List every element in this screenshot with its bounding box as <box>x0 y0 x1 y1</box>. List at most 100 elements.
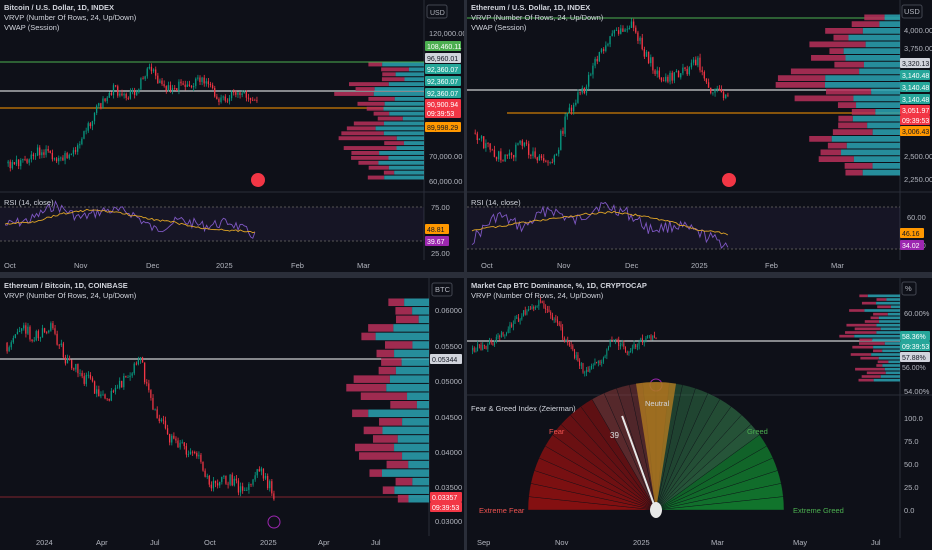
eth-vol-down-bar <box>838 115 853 122</box>
btc-candle <box>114 85 117 87</box>
btc-candle <box>207 81 210 85</box>
ethbtc-candle <box>75 363 77 370</box>
ethbtc-candle <box>31 339 33 341</box>
ethbtc-vol-up-bar <box>394 443 429 452</box>
dominance-candle <box>546 309 548 311</box>
dominance-candle <box>534 307 536 309</box>
eth-chart-canvas[interactable]: USD 4,000.00 3,750.00 2,500.00 2,250.00 3,320… <box>467 0 932 272</box>
eth-vol-down-bar <box>837 102 857 108</box>
ethbtc-candle <box>110 390 112 401</box>
ethbtc-vol-up-bar <box>389 375 429 383</box>
dominance-vol-down-bar <box>859 338 873 342</box>
btc-vol-down-bar <box>368 165 389 170</box>
ethbtc-candle <box>168 434 171 443</box>
ethbtc-x-tick: 2024 <box>36 538 53 547</box>
btc-candle <box>85 130 87 132</box>
ethbtc-candle <box>200 454 202 462</box>
btc-vol-down-bar <box>377 116 403 121</box>
eth-price-label: 3,140.48 <box>902 85 929 92</box>
btc-candle <box>93 112 96 122</box>
ethbtc-candle <box>10 342 12 348</box>
eth-candle <box>587 74 590 87</box>
eth-price-tick: 2,250.00 <box>904 175 932 184</box>
dominance-vol-down-bar <box>849 309 865 312</box>
eth-candle <box>662 80 665 82</box>
dominance-candle <box>489 340 490 345</box>
btc-vol-up-bar <box>388 82 424 87</box>
btc-chart-panel[interactable]: USD 120,000.00 70,000.00 60,000.00 108,460.1… <box>0 0 464 272</box>
ethbtc-candle <box>35 331 37 341</box>
dominance-candle <box>477 344 478 352</box>
dominance-candle <box>621 343 623 346</box>
ethbtc-candle <box>81 373 83 377</box>
eth-candle <box>570 107 573 112</box>
btc-candle <box>136 92 138 95</box>
ethbtc-candle <box>241 486 244 491</box>
dominance-chart-canvas[interactable]: % 60.00% 54.00% 58.36% 09:39:53 57.88% 56.00% 3… <box>467 278 932 550</box>
btc-price-label: 92,360.07 <box>427 67 458 74</box>
eth-candle <box>566 112 568 117</box>
dominance-chart-panel[interactable]: % 60.00% 54.00% 58.36% 09:39:53 57.88% 56.00% 3… <box>467 278 932 550</box>
ethbtc-candle <box>16 331 19 335</box>
ethbtc-price-tick: 0.06000 <box>435 306 462 315</box>
dominance-candle <box>652 335 654 340</box>
ethbtc-candle <box>219 481 221 486</box>
ethbtc-candle <box>171 435 173 443</box>
dominance-candle <box>579 360 580 366</box>
eth-candle <box>607 44 609 46</box>
dominance-candle <box>574 349 575 358</box>
btc-candle <box>205 81 207 84</box>
eth-candle <box>500 151 502 161</box>
fear-greed-scale-tick: 100.0 <box>904 414 923 423</box>
btc-vol-up-bar <box>388 155 424 160</box>
btc-candle <box>190 85 193 88</box>
btc-candle <box>245 91 247 98</box>
dominance-vol-down-bar <box>845 331 877 334</box>
dominance-vol-down-bar <box>877 360 889 364</box>
ethbtc-candle <box>48 330 50 333</box>
eth-candle <box>585 86 588 94</box>
btc-candle <box>72 150 75 154</box>
dominance-candle <box>523 310 524 317</box>
btc-rsi-label: 48.81 <box>427 227 445 234</box>
ethbtc-vol-up-bar <box>412 307 429 315</box>
dominance-candle <box>543 303 545 308</box>
ethbtc-candle <box>12 338 14 343</box>
btc-chart-canvas[interactable]: USD 120,000.00 70,000.00 60,000.00 108,460.1… <box>0 0 464 272</box>
btc-x-tick: 2025 <box>216 261 233 270</box>
eth-candle <box>602 49 605 51</box>
eth-candle <box>617 30 620 34</box>
dominance-price-label: 58.36% <box>902 334 926 341</box>
fear-greed-x-tick: Sep <box>477 538 490 547</box>
btc-candle <box>214 88 216 97</box>
zone-label-fear: Fear <box>549 427 565 436</box>
ethbtc-candle <box>160 419 162 422</box>
eth-chart-panel[interactable]: USD 4,000.00 3,750.00 2,500.00 2,250.00 3,320… <box>467 0 932 272</box>
dominance-candle <box>551 315 553 321</box>
ethbtc-vol-up-bar <box>381 469 429 477</box>
btc-vol-up-bar <box>383 131 424 136</box>
eth-price-label-bg <box>900 58 930 68</box>
btc-candle <box>195 78 197 86</box>
eth-candle <box>476 133 478 141</box>
ethbtc-price-tick: 0.04500 <box>435 413 462 422</box>
dominance-candle <box>511 324 512 327</box>
eth-vol-down-bar <box>825 28 863 34</box>
btc-candle <box>34 155 37 157</box>
ethbtc-chart-canvas[interactable]: BTC 0.06000 0.05500 0.05000 0.04500 0.04000 0.… <box>0 278 464 550</box>
btc-candle <box>161 80 163 85</box>
eth-vol-up-bar <box>856 102 900 108</box>
eth-candle <box>510 153 513 155</box>
ethbtc-candle <box>262 468 265 479</box>
btc-rsi-tick: 75.00 <box>431 203 450 212</box>
ethbtc-vol-down-bar <box>376 349 395 358</box>
ethbtc-chart-panel[interactable]: BTC 0.06000 0.05500 0.05000 0.04500 0.04000 0.… <box>0 278 464 550</box>
ethbtc-candle <box>150 390 152 398</box>
dominance-candle <box>494 342 495 346</box>
dominance-vol-up-bar <box>884 367 900 371</box>
dominance-vol-down-bar <box>873 312 888 316</box>
btc-candle <box>11 162 13 169</box>
btc-candle <box>89 123 91 127</box>
dominance-vol-down-bar <box>854 327 881 331</box>
ethbtc-candle <box>71 360 73 369</box>
